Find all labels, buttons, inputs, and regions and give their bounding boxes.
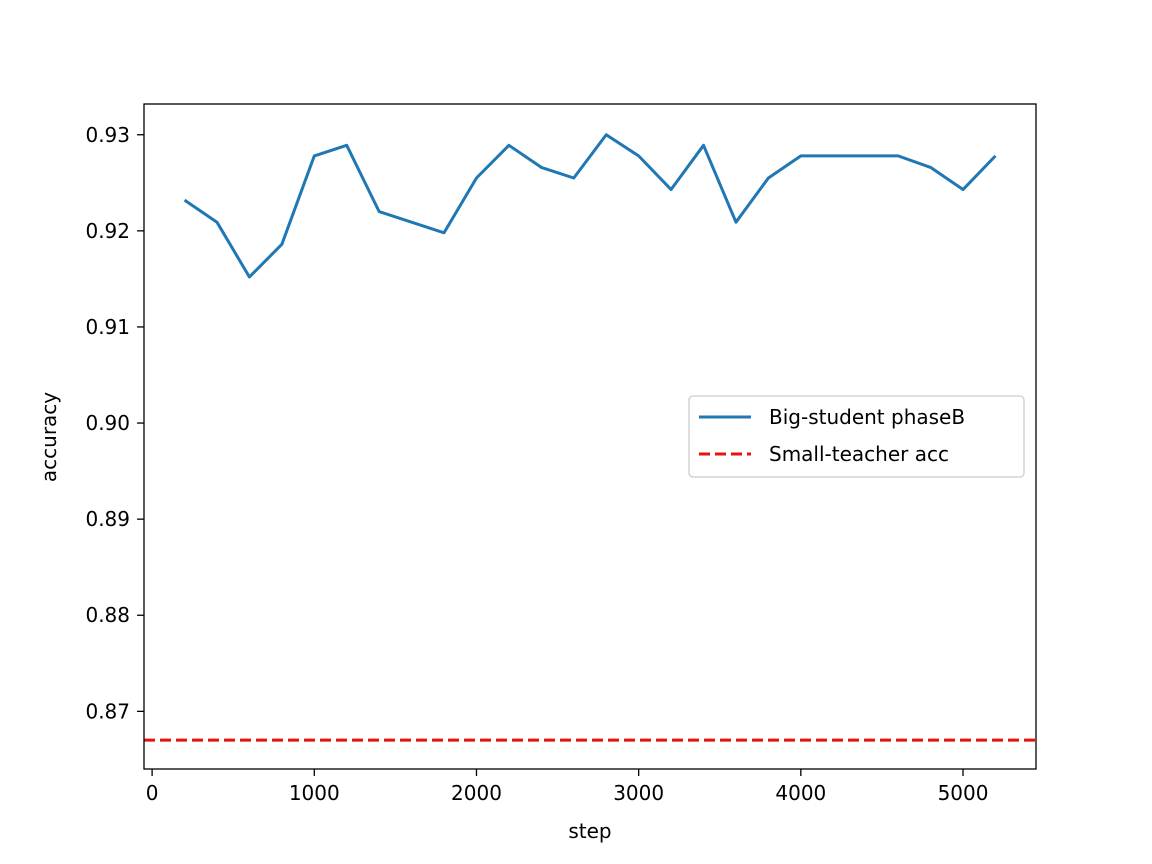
data-point <box>443 231 446 234</box>
y-tick-label: 0.88 <box>85 603 130 627</box>
y-tick-label: 0.93 <box>85 123 130 147</box>
y-axis-ticks: 0.87 0.88 0.89 0.90 0.91 0.92 0.93 <box>85 123 144 723</box>
legend-box <box>688 395 1025 478</box>
data-point <box>767 176 770 179</box>
x-tick-label: 1000 <box>289 781 340 805</box>
data-point <box>572 176 575 179</box>
data-point <box>962 188 965 191</box>
data-point <box>605 133 608 136</box>
y-tick-label: 0.89 <box>85 507 130 531</box>
x-tick-label: 3000 <box>613 781 664 805</box>
x-tick-label: 5000 <box>938 781 989 805</box>
series-big-student-line <box>183 133 997 279</box>
data-point <box>313 154 316 157</box>
data-point <box>507 144 510 147</box>
data-point <box>475 176 478 179</box>
data-point <box>637 154 640 157</box>
y-tick-label: 0.91 <box>85 315 130 339</box>
data-point <box>280 243 283 246</box>
data-point <box>929 166 932 169</box>
legend-label-big-student: Big-student phaseB <box>769 405 965 429</box>
data-point <box>832 154 835 157</box>
data-point <box>540 166 543 169</box>
y-tick-label: 0.92 <box>85 219 130 243</box>
y-tick-label: 0.87 <box>85 699 130 723</box>
x-axis-label: step <box>568 819 611 843</box>
data-point <box>864 154 867 157</box>
data-point <box>994 154 997 157</box>
y-tick-label: 0.90 <box>85 411 130 435</box>
data-point <box>345 144 348 147</box>
x-tick-label: 4000 <box>775 781 826 805</box>
data-point <box>702 144 705 147</box>
data-point <box>183 199 186 202</box>
x-tick-label: 2000 <box>451 781 502 805</box>
legend: Big-student phaseB Small-teacher acc <box>688 395 1025 478</box>
legend-label-small-teacher: Small-teacher acc <box>769 442 949 466</box>
data-point <box>670 188 673 191</box>
data-point <box>897 154 900 157</box>
plot-area <box>144 133 1036 742</box>
data-point <box>248 275 251 278</box>
data-point <box>410 221 413 224</box>
x-axis-ticks: 0 1000 2000 3000 4000 5000 <box>146 769 989 805</box>
x-tick-label: 0 <box>146 781 159 805</box>
y-axis-label: accuracy <box>37 392 61 482</box>
data-point <box>215 221 218 224</box>
data-point <box>734 221 737 224</box>
data-point <box>799 154 802 157</box>
plot-frame <box>143 103 1037 770</box>
data-point <box>378 210 381 213</box>
